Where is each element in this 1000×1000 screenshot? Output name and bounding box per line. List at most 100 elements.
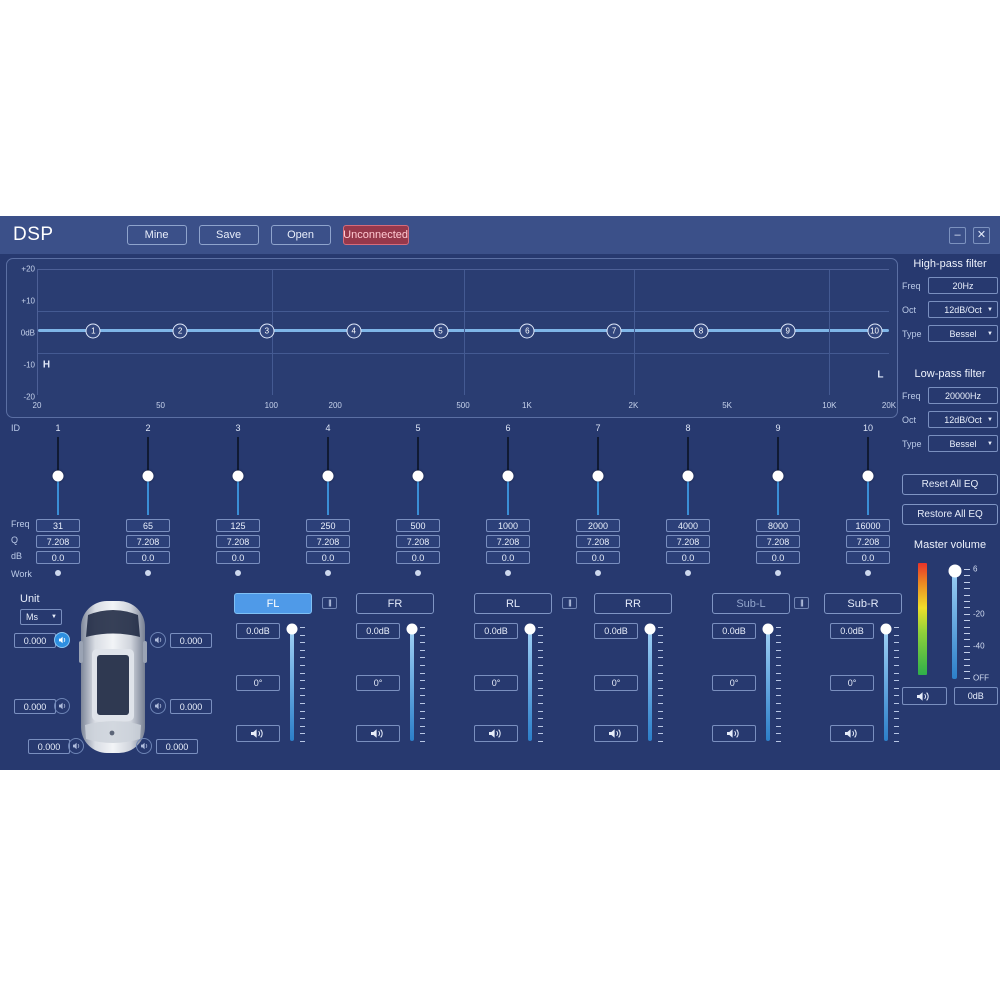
- channel-phase-field[interactable]: 0°: [830, 675, 874, 691]
- delay-field-sub-right[interactable]: 0.000: [156, 739, 198, 754]
- slider-knob[interactable]: [412, 470, 424, 482]
- eq-q-field[interactable]: 7.208: [666, 535, 710, 548]
- channel-mute-button[interactable]: [236, 725, 280, 742]
- channel-phase-field[interactable]: 0°: [712, 675, 756, 691]
- channel-gain-field[interactable]: 0.0dB: [712, 623, 756, 639]
- slider-track[interactable]: [410, 629, 414, 741]
- master-volume-value[interactable]: 0dB: [953, 687, 998, 705]
- eq-node-1[interactable]: 1: [85, 323, 101, 339]
- master-volume-track[interactable]: [952, 567, 957, 679]
- restore-all-eq-button[interactable]: Restore All EQ: [902, 504, 998, 525]
- eq-freq-field[interactable]: 8000: [756, 519, 800, 532]
- channel-link-icon-1[interactable]: |||: [322, 597, 337, 609]
- eq-db-field[interactable]: 0.0: [306, 551, 350, 564]
- speaker-position-icon-rear-left[interactable]: [54, 698, 70, 714]
- channel-gain-field[interactable]: 0.0dB: [236, 623, 280, 639]
- slider-knob[interactable]: [682, 470, 694, 482]
- channel-phase-field[interactable]: 0°: [356, 675, 400, 691]
- channel-mute-button[interactable]: [594, 725, 638, 742]
- slider-track[interactable]: [528, 629, 532, 741]
- slider-knob[interactable]: [52, 470, 64, 482]
- master-volume-slider[interactable]: 6 -20 -40 OFF: [946, 557, 994, 683]
- delay-field-sub-left[interactable]: 0.000: [28, 739, 70, 754]
- channel-level-slider[interactable]: [762, 623, 792, 745]
- eq-freq-field[interactable]: 125: [216, 519, 260, 532]
- eq-gain-slider-9[interactable]: [771, 437, 785, 515]
- eq-q-field[interactable]: 7.208: [486, 535, 530, 548]
- eq-db-field[interactable]: 0.0: [756, 551, 800, 564]
- low-pass-freq-field[interactable]: 20000Hz: [928, 387, 998, 404]
- eq-work-indicator[interactable]: [325, 570, 331, 576]
- eq-freq-field[interactable]: 31: [36, 519, 80, 532]
- eq-graph[interactable]: +20 +10 0dB -10 -20 1 2 3 4 5 6 7 8 9 10 H L 20 50 100 200…: [6, 258, 898, 418]
- channel-level-slider[interactable]: [286, 623, 316, 745]
- eq-db-field[interactable]: 0.0: [216, 551, 260, 564]
- slider-track[interactable]: [884, 629, 888, 741]
- eq-q-field[interactable]: 7.208: [576, 535, 620, 548]
- mine-button[interactable]: Mine: [126, 225, 187, 245]
- channel-button-sub-l[interactable]: Sub-L: [712, 593, 790, 614]
- eq-work-indicator[interactable]: [595, 570, 601, 576]
- channel-phase-field[interactable]: 0°: [236, 675, 280, 691]
- open-button[interactable]: Open: [270, 225, 331, 245]
- speaker-position-icon-rear-right[interactable]: [150, 698, 166, 714]
- channel-gain-field[interactable]: 0.0dB: [594, 623, 638, 639]
- eq-freq-field[interactable]: 65: [126, 519, 170, 532]
- slider-knob[interactable]: [862, 470, 874, 482]
- eq-work-indicator[interactable]: [415, 570, 421, 576]
- eq-q-field[interactable]: 7.208: [36, 535, 80, 548]
- low-pass-type-select[interactable]: Bessel ▼: [928, 435, 998, 452]
- channel-gain-field[interactable]: 0.0dB: [356, 623, 400, 639]
- eq-freq-field[interactable]: 1000: [486, 519, 530, 532]
- master-volume-knob[interactable]: [948, 564, 961, 578]
- eq-freq-field[interactable]: 16000: [846, 519, 890, 532]
- eq-db-field[interactable]: 0.0: [396, 551, 440, 564]
- eq-q-field[interactable]: 7.208: [756, 535, 800, 548]
- eq-node-8[interactable]: 8: [693, 323, 709, 339]
- channel-button-fl[interactable]: FL: [234, 593, 312, 614]
- slider-track[interactable]: [766, 629, 770, 741]
- eq-db-field[interactable]: 0.0: [126, 551, 170, 564]
- eq-q-field[interactable]: 7.208: [846, 535, 890, 548]
- eq-gain-slider-8[interactable]: [681, 437, 695, 515]
- channel-gain-field[interactable]: 0.0dB: [830, 623, 874, 639]
- unit-select[interactable]: Ms ▼: [20, 609, 62, 625]
- speaker-position-icon-sub-left[interactable]: [68, 738, 84, 754]
- eq-gain-slider-4[interactable]: [321, 437, 335, 515]
- delay-field-rear-right[interactable]: 0.000: [170, 699, 212, 714]
- eq-db-field[interactable]: 0.0: [666, 551, 710, 564]
- high-pass-type-select[interactable]: Bessel ▼: [928, 325, 998, 342]
- speaker-position-icon-front-left[interactable]: [54, 632, 70, 648]
- close-icon[interactable]: ✕: [973, 226, 990, 244]
- slider-knob[interactable]: [142, 470, 154, 482]
- slider-knob[interactable]: [286, 623, 298, 635]
- eq-band-sliders[interactable]: [6, 437, 898, 515]
- slider-track[interactable]: [290, 629, 294, 741]
- delay-field-front-right[interactable]: 0.000: [170, 633, 212, 648]
- channel-link-icon-2[interactable]: |||: [562, 597, 577, 609]
- eq-node-3[interactable]: 3: [259, 323, 275, 339]
- channel-level-slider[interactable]: [524, 623, 554, 745]
- slider-knob[interactable]: [322, 470, 334, 482]
- high-pass-oct-select[interactable]: 12dB/Oct ▼: [928, 301, 998, 318]
- eq-q-field[interactable]: 7.208: [396, 535, 440, 548]
- channel-phase-field[interactable]: 0°: [594, 675, 638, 691]
- eq-freq-field[interactable]: 500: [396, 519, 440, 532]
- slider-knob[interactable]: [772, 470, 784, 482]
- channel-button-rr[interactable]: RR: [594, 593, 672, 614]
- channel-button-fr[interactable]: FR: [356, 593, 434, 614]
- eq-gain-slider-3[interactable]: [231, 437, 245, 515]
- speaker-position-icon-sub-right[interactable]: [136, 738, 152, 754]
- eq-node-5[interactable]: 5: [433, 323, 449, 339]
- eq-db-field[interactable]: 0.0: [576, 551, 620, 564]
- eq-node-6[interactable]: 6: [519, 323, 535, 339]
- eq-node-2[interactable]: 2: [172, 323, 188, 339]
- slider-knob[interactable]: [592, 470, 604, 482]
- channel-mute-button[interactable]: [474, 725, 518, 742]
- eq-gain-slider-7[interactable]: [591, 437, 605, 515]
- low-pass-oct-select[interactable]: 12dB/Oct ▼: [928, 411, 998, 428]
- high-pass-handle[interactable]: H: [42, 359, 51, 371]
- channel-mute-button[interactable]: [830, 725, 874, 742]
- eq-db-field[interactable]: 0.0: [486, 551, 530, 564]
- save-button[interactable]: Save: [198, 225, 259, 245]
